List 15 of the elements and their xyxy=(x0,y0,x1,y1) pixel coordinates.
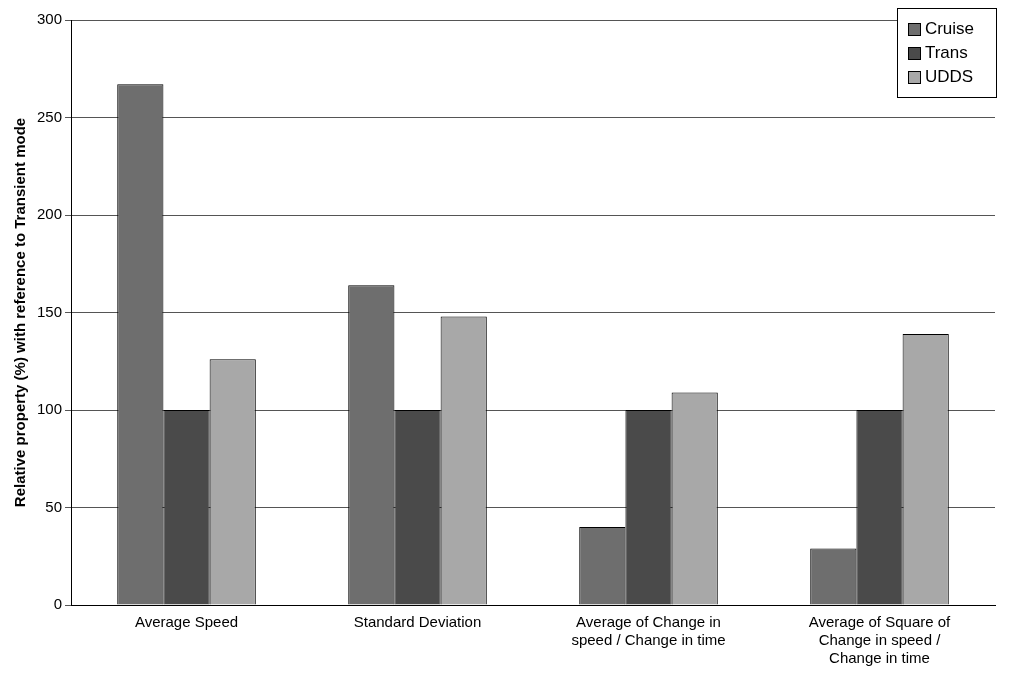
y-tick-label: 0 xyxy=(53,595,63,613)
y-tick-label: 300 xyxy=(37,10,63,28)
y-tick-label: 100 xyxy=(37,400,63,418)
y-tick-label: 150 xyxy=(37,302,63,320)
legend-label: UDDS xyxy=(924,67,974,87)
y-tick-label: 250 xyxy=(37,107,63,125)
x-tick-label: Standard Deviation xyxy=(353,613,482,631)
y-tick-label: 200 xyxy=(37,205,63,223)
y-axis-title: Relative property (%) with reference to Transient mode xyxy=(11,117,29,508)
y-tick-label: 50 xyxy=(45,497,63,515)
x-tick-label: Average of Square of Change in speed / Change in time xyxy=(808,613,952,667)
legend-label: Trans xyxy=(924,43,968,63)
legend-label: Cruise xyxy=(924,19,974,39)
x-tick-label: Average Speed xyxy=(134,613,239,631)
x-tick-label: Average of Change in speed / Change in time xyxy=(571,613,726,649)
